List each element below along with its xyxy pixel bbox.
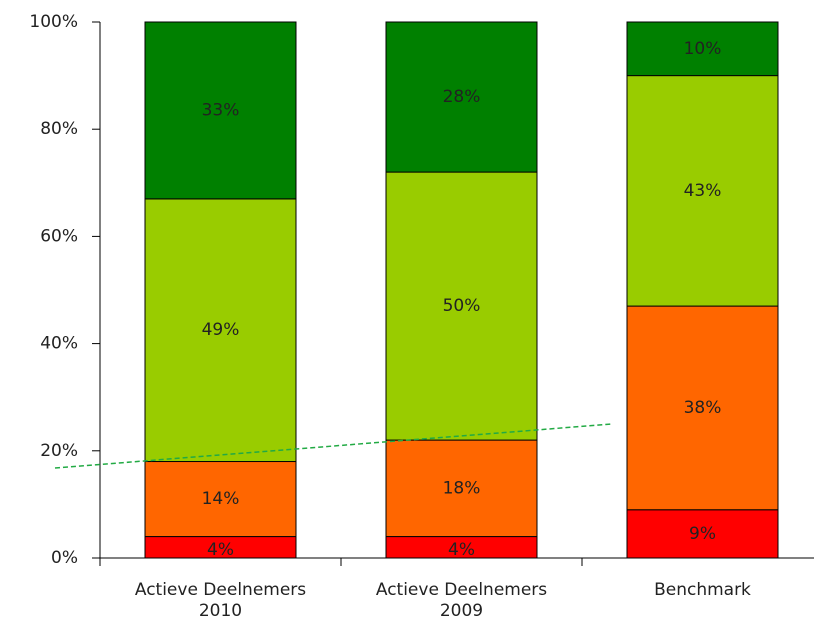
x-tick-label: Actieve Deelnemers 2009 — [375, 580, 548, 621]
bar-segment — [385, 171, 538, 441]
y-tick-label: 60% — [40, 226, 78, 246]
value-label: 18% — [443, 478, 481, 498]
value-label: 4% — [207, 540, 234, 560]
bar-segment — [385, 21, 538, 173]
value-label: 28% — [443, 87, 481, 107]
value-label: 49% — [202, 320, 240, 340]
bar-segment — [144, 198, 297, 463]
value-label: 9% — [689, 524, 716, 544]
value-label: 14% — [202, 489, 240, 509]
value-label: 4% — [448, 540, 475, 560]
y-tick-label: 100% — [29, 12, 78, 32]
bar-segment — [626, 305, 779, 511]
bar-segment — [144, 461, 297, 538]
y-tick-label: 40% — [40, 334, 78, 354]
bar-segment — [144, 21, 297, 200]
y-tick-label: 80% — [40, 119, 78, 139]
value-label: 10% — [684, 39, 722, 59]
bar-segment — [626, 75, 779, 307]
value-label: 43% — [684, 181, 722, 201]
trend-line — [54, 423, 613, 469]
y-tick-label: 0% — [51, 548, 78, 568]
value-label: 50% — [443, 296, 481, 316]
y-tick-label: 20% — [40, 441, 78, 461]
bar-segment — [385, 439, 538, 538]
value-label: 33% — [202, 100, 240, 120]
x-tick-label: Benchmark — [654, 580, 751, 600]
value-label: 38% — [684, 398, 722, 418]
bar-segment — [626, 21, 779, 77]
x-tick-label: Actieve Deelnemers 2010 — [134, 580, 307, 621]
